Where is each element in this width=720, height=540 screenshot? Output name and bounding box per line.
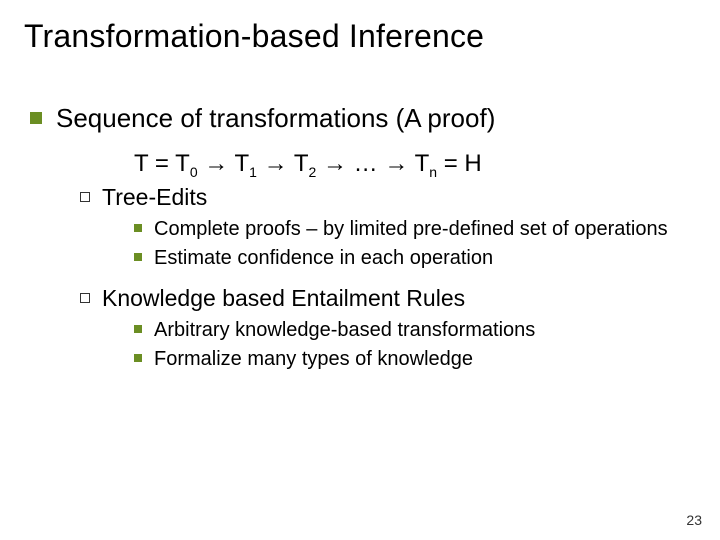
lvl1-text: Sequence of transformations (A proof) [56,103,495,134]
hollow-square-icon [80,192,90,202]
formula-sub: 1 [249,164,257,180]
lvl3-text: Estimate confidence in each operation [154,246,493,271]
square-bullet-icon [30,112,42,124]
square-bullet-icon [134,325,142,333]
lvl2-text: Knowledge based Entailment Rules [102,285,465,312]
page-number: 23 [686,512,702,528]
formula-part: → … → T [316,150,429,177]
lvl3-item: Complete proofs – by limited pre-defined… [134,217,696,242]
lvl3-text: Formalize many types of knowledge [154,347,473,372]
slide-title: Transformation-based Inference [24,18,696,55]
square-bullet-icon [134,354,142,362]
lvl1-item: Sequence of transformations (A proof) [30,103,696,134]
formula-part: → T [257,150,309,177]
lvl3-text: Complete proofs – by limited pre-defined… [154,217,668,242]
formula-sub: n [429,164,437,180]
lvl3-item: Estimate confidence in each operation [134,246,696,271]
square-bullet-icon [134,224,142,232]
hollow-square-icon [80,293,90,303]
square-bullet-icon [134,253,142,261]
lvl2-text: Tree-Edits [102,184,207,211]
formula-part: T = T [134,150,190,177]
lvl3-text: Arbitrary knowledge-based transformation… [154,318,535,343]
lvl3-item: Formalize many types of knowledge [134,347,696,372]
lvl2-item: Knowledge based Entailment Rules [80,285,696,312]
slide: Transformation-based Inference Sequence … [0,0,720,540]
lvl3-item: Arbitrary knowledge-based transformation… [134,318,696,343]
section-knowledge-rules: Knowledge based Entailment Rules Arbitra… [24,285,696,372]
section-tree-edits: Tree-Edits Complete proofs – by limited … [24,184,696,271]
lvl2-item: Tree-Edits [80,184,696,211]
formula-sub: 0 [190,164,198,180]
formula: T = T0 → T1 → T2 → … → Tn = H [134,150,696,180]
formula-part: = H [437,150,482,177]
formula-part: → T [198,150,250,177]
